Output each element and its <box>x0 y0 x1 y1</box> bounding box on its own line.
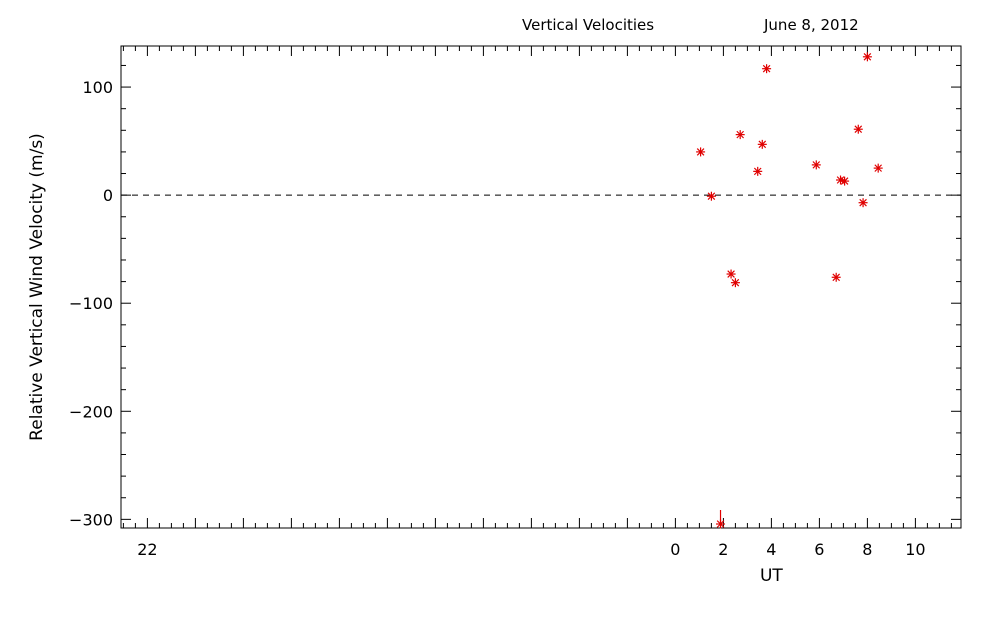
marker-stroke <box>832 273 840 282</box>
marker-stroke <box>874 164 882 172</box>
y-tick-label: −100 <box>69 294 113 313</box>
data-point <box>873 163 883 173</box>
data-point <box>735 130 745 140</box>
marker-stroke <box>736 130 744 139</box>
chart-date: June 8, 2012 <box>764 16 859 34</box>
x-tick-label: 0 <box>670 540 680 559</box>
chart-title: Vertical Velocities <box>522 16 655 34</box>
marker-stroke <box>731 278 740 287</box>
marker-stroke <box>758 140 767 149</box>
x-tick-label: 4 <box>766 540 776 559</box>
x-tick-label: 10 <box>905 540 925 559</box>
marker-stroke <box>753 167 762 176</box>
x-axis-label: UT <box>760 566 783 586</box>
off-scale-point <box>716 519 726 529</box>
data-point <box>811 160 821 170</box>
marker-stroke <box>762 64 771 73</box>
y-tick-label: 100 <box>82 78 113 97</box>
data-point <box>858 198 868 208</box>
marker-stroke <box>859 198 867 207</box>
y-tick-label: −200 <box>69 402 113 421</box>
data-point <box>726 269 736 279</box>
data-point <box>730 278 740 288</box>
data-point <box>840 176 850 186</box>
marker-stroke <box>840 177 849 185</box>
data-point <box>696 147 706 157</box>
data-point <box>862 52 872 62</box>
marker-stroke <box>727 270 735 278</box>
plot-frame <box>120 45 962 529</box>
marker-stroke <box>836 176 845 184</box>
marker-stroke <box>863 53 872 61</box>
marker-stroke <box>696 148 705 156</box>
marker-stroke <box>716 520 725 528</box>
marker-stroke <box>707 192 716 201</box>
y-tick-label: 0 <box>103 186 113 205</box>
y-axis-label: Relative Vertical Wind Velocity (m/s) <box>27 133 47 441</box>
data-point <box>706 191 716 201</box>
x-tick-label: 6 <box>814 540 824 559</box>
marker-stroke <box>812 161 821 169</box>
y-tick-label: −300 <box>69 510 113 529</box>
data-point <box>831 272 841 282</box>
x-tick-label: 22 <box>137 540 157 559</box>
marker-stroke <box>854 125 863 134</box>
x-tick-label: 8 <box>862 540 872 559</box>
data-point <box>757 139 767 149</box>
data-point <box>853 124 863 134</box>
data-point <box>753 166 763 176</box>
data-point <box>762 64 772 74</box>
x-tick-label: 2 <box>718 540 728 559</box>
